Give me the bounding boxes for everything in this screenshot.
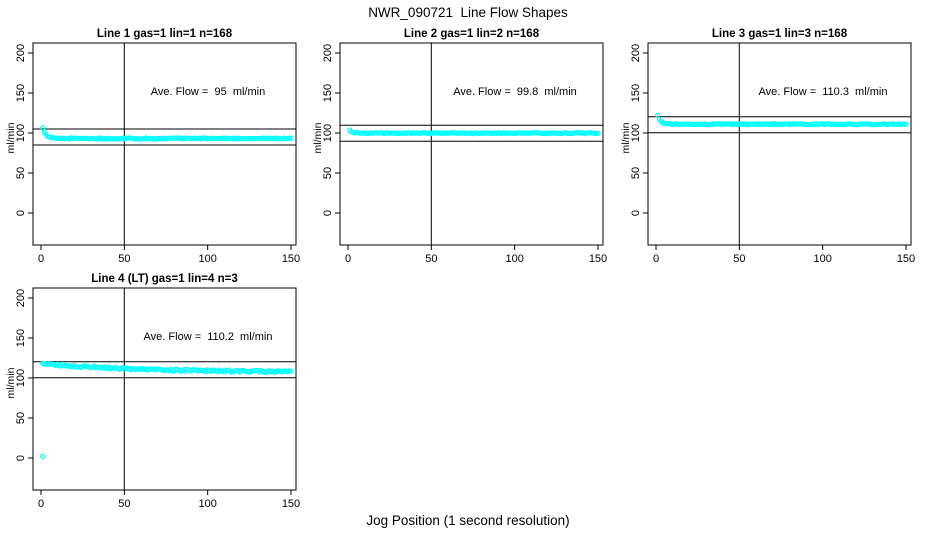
panel-line-3: Line 3 gas=1 lin=3 n=168 ml/min Ave. Flo… [615,22,915,284]
plot-area: 0 50 100 150 200 0 50 100 150 [630,42,915,265]
data-points [40,360,294,459]
svg-text:50: 50 [630,167,642,179]
svg-text:0: 0 [653,253,659,265]
y-axis: 0 50 100 150 200 [15,289,33,461]
figure-title: NWR_090721 Line Flow Shapes [368,5,568,20]
average-flow-annotation: Ave. Flow = 110.2 ml/min [143,331,273,343]
plot-box [32,42,297,246]
svg-text:150: 150 [282,253,300,265]
svg-text:100: 100 [322,124,334,142]
plot-area: 0 50 100 150 200 0 50 100 150 [322,42,607,265]
svg-text:150: 150 [282,498,300,510]
svg-text:100: 100 [630,124,642,142]
reference-lines [648,43,911,245]
svg-text:150: 150 [897,253,915,265]
x-axis: 0 50 100 150 [653,245,915,265]
svg-text:100: 100 [813,253,831,265]
svg-text:200: 200 [15,44,27,62]
x-axis: 0 50 100 150 [38,245,300,265]
average-flow-annotation: Ave. Flow = 99.8 ml/min [453,86,577,98]
average-flow-annotation: Ave. Flow = 110.3 ml/min [758,86,888,98]
svg-text:200: 200 [15,289,27,307]
svg-text:50: 50 [425,253,437,265]
svg-text:50: 50 [118,498,130,510]
plot-box [32,287,297,491]
plot-area: 0 50 100 150 200 0 50 100 150 [15,42,300,265]
svg-text:50: 50 [322,167,334,179]
panel-title: Line 4 (LT) gas=1 lin=4 n=3 [91,273,238,285]
panel-title: Line 1 gas=1 lin=1 n=168 [96,28,233,40]
x-axis: 0 50 100 150 [345,245,607,265]
panel-line-1: Line 1 gas=1 lin=1 n=168 ml/min Ave. Flo… [0,22,300,284]
average-flow-annotation: Ave. Flow = 95 ml/min [150,86,266,98]
svg-text:150: 150 [589,253,607,265]
reference-lines [33,288,296,490]
svg-text:150: 150 [630,84,642,102]
svg-text:0: 0 [15,210,27,216]
plot-area: 0 50 100 150 200 0 50 100 150 [15,287,300,510]
data-points [347,127,601,137]
svg-text:150: 150 [322,84,334,102]
svg-text:0: 0 [15,455,27,461]
panel-line-2: Line 2 gas=1 lin=2 n=168 ml/min Ave. Flo… [307,22,607,284]
svg-text:0: 0 [38,253,44,265]
svg-text:0: 0 [38,498,44,510]
svg-text:200: 200 [630,44,642,62]
svg-text:100: 100 [198,253,216,265]
svg-text:100: 100 [15,124,27,142]
reference-lines [340,43,603,245]
svg-text:150: 150 [15,329,27,347]
data-points [655,112,909,128]
svg-text:50: 50 [733,253,745,265]
svg-text:50: 50 [118,253,130,265]
svg-text:50: 50 [15,167,27,179]
plot-box [647,42,912,246]
svg-text:0: 0 [630,210,642,216]
y-axis: 0 50 100 150 200 [15,44,33,216]
plot-box [339,42,604,246]
data-points [40,125,294,142]
svg-text:100: 100 [505,253,523,265]
x-axis-label: Jog Position (1 second resolution) [366,513,570,528]
svg-text:200: 200 [322,44,334,62]
svg-text:0: 0 [345,253,351,265]
svg-text:50: 50 [15,412,27,424]
svg-text:0: 0 [322,210,334,216]
reference-lines [33,43,296,245]
y-axis: 0 50 100 150 200 [630,44,648,216]
panel-title: Line 3 gas=1 lin=3 n=168 [711,28,848,40]
panel-line-4: Line 4 (LT) gas=1 lin=4 n=3 ml/min Ave. … [0,267,300,529]
panel-title: Line 2 gas=1 lin=2 n=168 [403,28,540,40]
svg-text:150: 150 [15,84,27,102]
y-axis: 0 50 100 150 200 [322,44,340,216]
svg-text:100: 100 [15,369,27,387]
x-axis: 0 50 100 150 [38,490,300,510]
svg-text:100: 100 [198,498,216,510]
